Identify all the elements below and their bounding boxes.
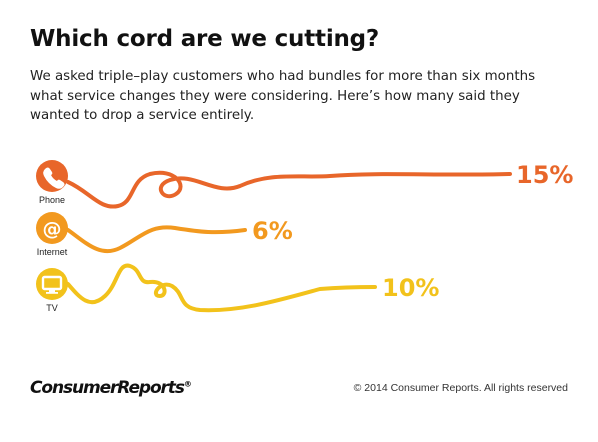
trademark-mark: ® bbox=[183, 379, 192, 389]
series-row-phone: Phone 15% bbox=[36, 160, 573, 209]
tv-icon bbox=[41, 275, 63, 294]
value-label-internet: 6% bbox=[252, 217, 293, 245]
phone-icon bbox=[43, 167, 65, 189]
series-row-tv: TV 10% bbox=[36, 263, 439, 313]
svg-text:@: @ bbox=[43, 218, 62, 240]
category-label-tv: TV bbox=[46, 303, 58, 313]
category-label-phone: Phone bbox=[39, 195, 65, 205]
logo-text: ConsumerReports bbox=[30, 378, 185, 398]
category-label-internet: Internet bbox=[37, 247, 68, 257]
cord-mark-internet bbox=[66, 225, 247, 254]
cord-cutting-chart: Phone 15% @ Internet 6% TV 10% bbox=[36, 160, 573, 313]
phone-icon-circle bbox=[36, 160, 68, 192]
value-label-phone: 15% bbox=[516, 161, 573, 189]
cord-mark-tv bbox=[66, 263, 377, 313]
at-sign-icon: @ bbox=[43, 218, 62, 240]
copyright-notice: © 2014 Consumer Reports. All rights rese… bbox=[353, 382, 568, 394]
at-sign-icon-circle bbox=[36, 212, 68, 244]
tv-icon-circle bbox=[36, 268, 68, 300]
chart-subtitle: We asked triple–play customers who had b… bbox=[30, 69, 536, 123]
cord-mark-phone bbox=[66, 170, 512, 209]
series-row-internet: @ Internet 6% bbox=[36, 212, 293, 257]
chart-title: Which cord are we cutting? bbox=[30, 26, 380, 52]
value-label-tv: 10% bbox=[382, 274, 439, 302]
consumer-reports-logo: ConsumerReports® bbox=[30, 378, 192, 398]
